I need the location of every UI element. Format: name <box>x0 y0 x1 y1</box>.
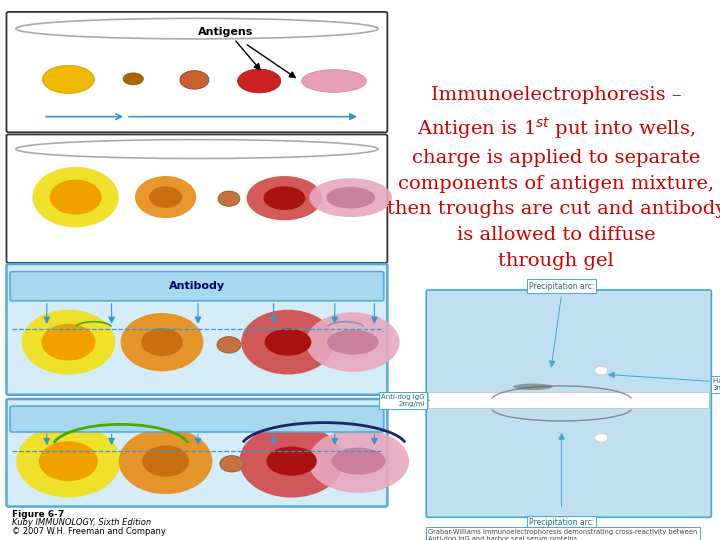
Ellipse shape <box>306 313 400 372</box>
Text: © 2007 W.H. Freeman and Company: © 2007 W.H. Freeman and Company <box>12 526 166 536</box>
Ellipse shape <box>22 310 115 375</box>
Ellipse shape <box>238 69 281 93</box>
Ellipse shape <box>17 424 121 497</box>
Text: Figure 6-7: Figure 6-7 <box>12 510 65 519</box>
Ellipse shape <box>246 176 323 220</box>
Ellipse shape <box>220 456 243 472</box>
Text: Anti-dog IgG
2mg/ml: Anti-dog IgG 2mg/ml <box>382 394 425 407</box>
Ellipse shape <box>142 446 189 477</box>
Ellipse shape <box>123 73 143 85</box>
Ellipse shape <box>240 424 344 497</box>
FancyBboxPatch shape <box>6 12 387 132</box>
Ellipse shape <box>331 448 386 475</box>
Ellipse shape <box>308 429 409 493</box>
Ellipse shape <box>39 441 98 481</box>
FancyBboxPatch shape <box>6 399 387 507</box>
FancyBboxPatch shape <box>10 406 384 432</box>
FancyBboxPatch shape <box>6 134 387 263</box>
Ellipse shape <box>119 428 212 494</box>
Ellipse shape <box>121 313 204 372</box>
Ellipse shape <box>217 337 240 353</box>
Ellipse shape <box>42 324 95 361</box>
Ellipse shape <box>327 330 379 355</box>
Text: Immunoelectrophoresis –
Antigen is 1$^{st}$ put into wells,
charge is applied to: Immunoelectrophoresis – Antigen is 1$^{s… <box>387 86 720 269</box>
Text: Precipitation arc:: Precipitation arc: <box>529 518 594 528</box>
Ellipse shape <box>16 140 378 159</box>
Text: Antigens: Antigens <box>198 27 253 37</box>
FancyBboxPatch shape <box>426 290 711 517</box>
FancyBboxPatch shape <box>428 393 709 408</box>
Ellipse shape <box>513 383 552 390</box>
Ellipse shape <box>218 191 240 206</box>
Ellipse shape <box>326 187 375 208</box>
Text: Precipitation arc:: Precipitation arc: <box>529 281 594 291</box>
Ellipse shape <box>141 328 183 356</box>
FancyBboxPatch shape <box>6 264 387 395</box>
FancyBboxPatch shape <box>10 272 384 301</box>
Ellipse shape <box>135 176 196 218</box>
Ellipse shape <box>264 186 305 210</box>
Ellipse shape <box>266 447 317 476</box>
Ellipse shape <box>310 178 392 217</box>
Text: Kuby IMMUNOLOGY, Sixth Edition: Kuby IMMUNOLOGY, Sixth Edition <box>12 518 151 528</box>
Ellipse shape <box>595 434 608 442</box>
Text: Grabar-Williams Immunoelectrophoresis demonstrating cross-reactivity between
Ant: Grabar-Williams Immunoelectrophoresis de… <box>428 529 698 540</box>
Text: Antibody: Antibody <box>169 281 225 291</box>
Ellipse shape <box>42 65 94 93</box>
Ellipse shape <box>241 310 335 375</box>
Ellipse shape <box>265 329 311 356</box>
Ellipse shape <box>50 179 102 215</box>
Ellipse shape <box>149 186 182 208</box>
Ellipse shape <box>595 366 608 375</box>
Ellipse shape <box>32 167 119 227</box>
Text: Harbor Seal Serum
3mg/ml: Harbor Seal Serum 3mg/ml <box>713 377 720 390</box>
Ellipse shape <box>180 71 209 89</box>
Ellipse shape <box>16 18 378 39</box>
Ellipse shape <box>302 70 366 92</box>
